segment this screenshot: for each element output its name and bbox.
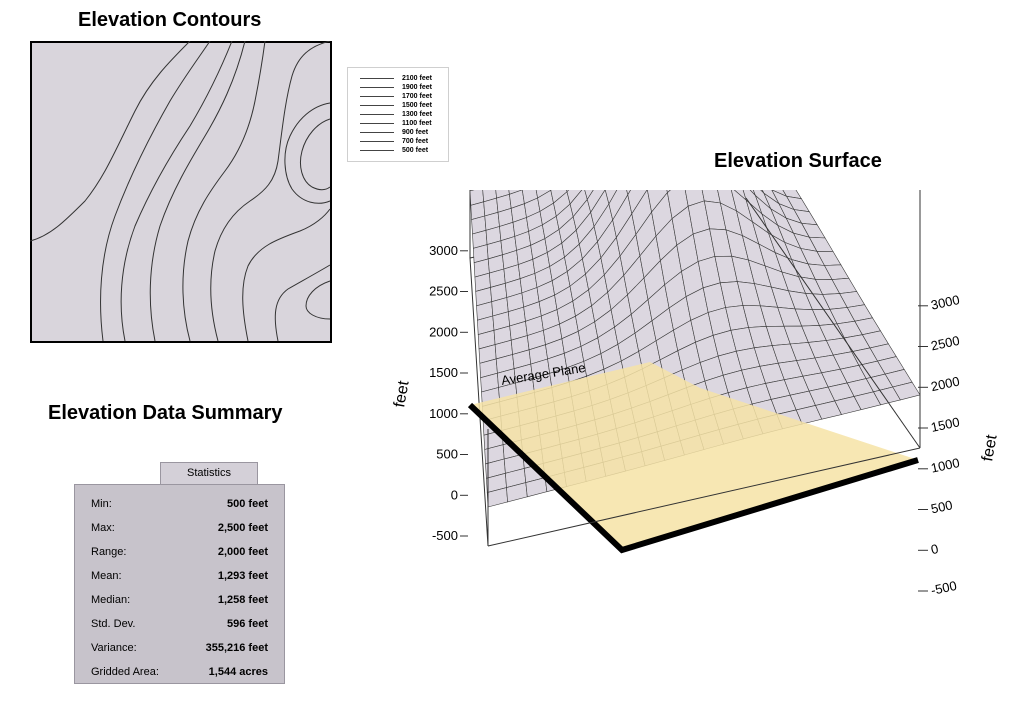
legend-label: 1500 feet: [402, 102, 432, 109]
legend-entry: 1300 feet: [348, 110, 448, 119]
stat-value: 2,000 feet: [217, 546, 268, 558]
legend-entry: 700 feet: [348, 137, 448, 146]
stat-row: Max: 2,500 feet: [75, 517, 284, 541]
contour-line: [274, 264, 331, 342]
legend-line-swatch: [360, 150, 394, 151]
surface-mesh-cell: [584, 190, 594, 201]
legend-label: 1100 feet: [402, 120, 432, 127]
statistics-panel: Min: 500 feet Max: 2,500 feet Range: 2,000 fe…: [74, 484, 285, 684]
legend-line-swatch: [360, 105, 394, 106]
left-z-tick-label: 1500: [429, 365, 458, 380]
contour-plot: [30, 41, 332, 343]
right-z-tick-label: 500: [930, 497, 954, 516]
contour-line: [100, 41, 211, 342]
surface-mesh-cell: [604, 190, 618, 205]
legend-line-swatch: [360, 87, 394, 88]
left-z-tick-label: 500: [436, 447, 458, 462]
legend-entry: 1900 feet: [348, 83, 448, 92]
contour-line: [120, 41, 233, 342]
surface-mesh-cell: [892, 381, 921, 401]
tab-statistics-label: Statistics: [186, 467, 231, 479]
contour-legend: 2100 feet 1900 feet 1700 feet 1500 feet 1300…: [347, 67, 449, 162]
stat-label: Std. Dev.: [91, 618, 136, 630]
legend-label: 1700 feet: [402, 93, 432, 100]
contour-line: [210, 41, 331, 342]
surface-chart-title: Elevation Surface: [714, 150, 882, 172]
contour-line: [284, 102, 331, 204]
legend-line-swatch: [360, 114, 394, 115]
box-edge: [469, 257, 489, 547]
contour-plot-area: [30, 41, 332, 343]
legend-entry: 500 feet: [348, 146, 448, 155]
left-z-tick-label: 2000: [429, 324, 458, 339]
contour-line: [182, 41, 266, 342]
left-z-tick-label: 0: [451, 487, 458, 502]
legend-line-swatch: [360, 78, 394, 79]
stat-value: 1,544 acres: [208, 666, 268, 678]
legend-entry: 2100 feet: [348, 74, 448, 83]
stat-row: Gridded Area: 1,544 acres: [75, 661, 284, 685]
stat-row: Range: 2,000 feet: [75, 541, 284, 565]
legend-entry: 1500 feet: [348, 101, 448, 110]
contour-line: [30, 41, 191, 242]
stat-row: Std. Dev. 596 feet: [75, 613, 284, 637]
right-z-tick-label: 0: [930, 541, 940, 557]
right-z-tick-label: 1000: [930, 455, 961, 476]
left-z-axis-label: feet: [391, 379, 412, 409]
legend-label: 1300 feet: [402, 111, 432, 118]
legend-line-swatch: [360, 141, 394, 142]
box-edge: [487, 447, 921, 547]
left-z-tick-label: 1000: [429, 406, 458, 421]
stat-label: Range:: [91, 546, 127, 558]
stat-row: Mean: 1,293 feet: [75, 565, 284, 589]
stat-row: Variance: 355,216 feet: [75, 637, 284, 661]
right-z-tick-label: 2500: [930, 333, 961, 354]
tab-statistics[interactable]: Statistics: [160, 462, 258, 484]
contour-line: [305, 280, 331, 320]
stat-row: Min: 500 feet: [75, 493, 284, 517]
right-z-axis-label: feet: [979, 433, 1000, 463]
contour-line: [242, 208, 331, 342]
left-z-tick-label: -500: [432, 528, 458, 543]
left-z-tick-label: 2500: [429, 284, 458, 299]
stat-value: 1,293 feet: [217, 570, 268, 582]
right-z-tick-label: 1500: [930, 414, 961, 435]
left-z-tick-label: 3000: [429, 243, 458, 258]
stat-value: 596 feet: [227, 618, 268, 630]
legend-label: 2100 feet: [402, 75, 432, 82]
surface-plot: -500 -500 0 0 500 500 1000 1000 1500 1500 2000 2000…: [391, 190, 1000, 598]
legend-line-swatch: [360, 123, 394, 124]
stat-row: Median: 1,258 feet: [75, 589, 284, 613]
contour-chart-title: Elevation Contours: [78, 9, 262, 31]
legend-label: 500 feet: [402, 147, 429, 154]
stat-value: 2,500 feet: [217, 522, 268, 534]
legend-entry: 1100 feet: [348, 119, 448, 128]
average-plane: [470, 362, 918, 550]
average-plane-edge: [467, 402, 919, 554]
stat-label: Max:: [91, 522, 115, 534]
right-z-tick-label: -500: [930, 578, 959, 598]
right-z-tick-label: 2000: [930, 374, 961, 395]
legend-line-swatch: [360, 132, 394, 133]
legend-label: 700 feet: [402, 138, 429, 145]
stat-value: 500 feet: [227, 498, 268, 510]
contour-line: [149, 41, 246, 342]
legend-entry: 900 feet: [348, 128, 448, 137]
stat-label: Gridded Area:: [91, 666, 159, 678]
right-z-tick-label: 3000: [930, 292, 961, 313]
summary-title: Elevation Data Summary: [48, 402, 283, 424]
stat-label: Min:: [91, 498, 112, 510]
stat-label: Mean:: [91, 570, 122, 582]
stat-value: 355,216 feet: [205, 642, 268, 654]
contour-line: [299, 118, 331, 191]
stat-label: Median:: [91, 594, 131, 606]
legend-label: 900 feet: [402, 129, 429, 136]
legend-label: 1900 feet: [402, 84, 432, 91]
stat-label: Variance:: [91, 642, 137, 654]
legend-line-swatch: [360, 96, 394, 97]
legend-entry: 1700 feet: [348, 92, 448, 101]
stat-value: 1,258 feet: [217, 594, 268, 606]
box-edge: [745, 197, 921, 449]
